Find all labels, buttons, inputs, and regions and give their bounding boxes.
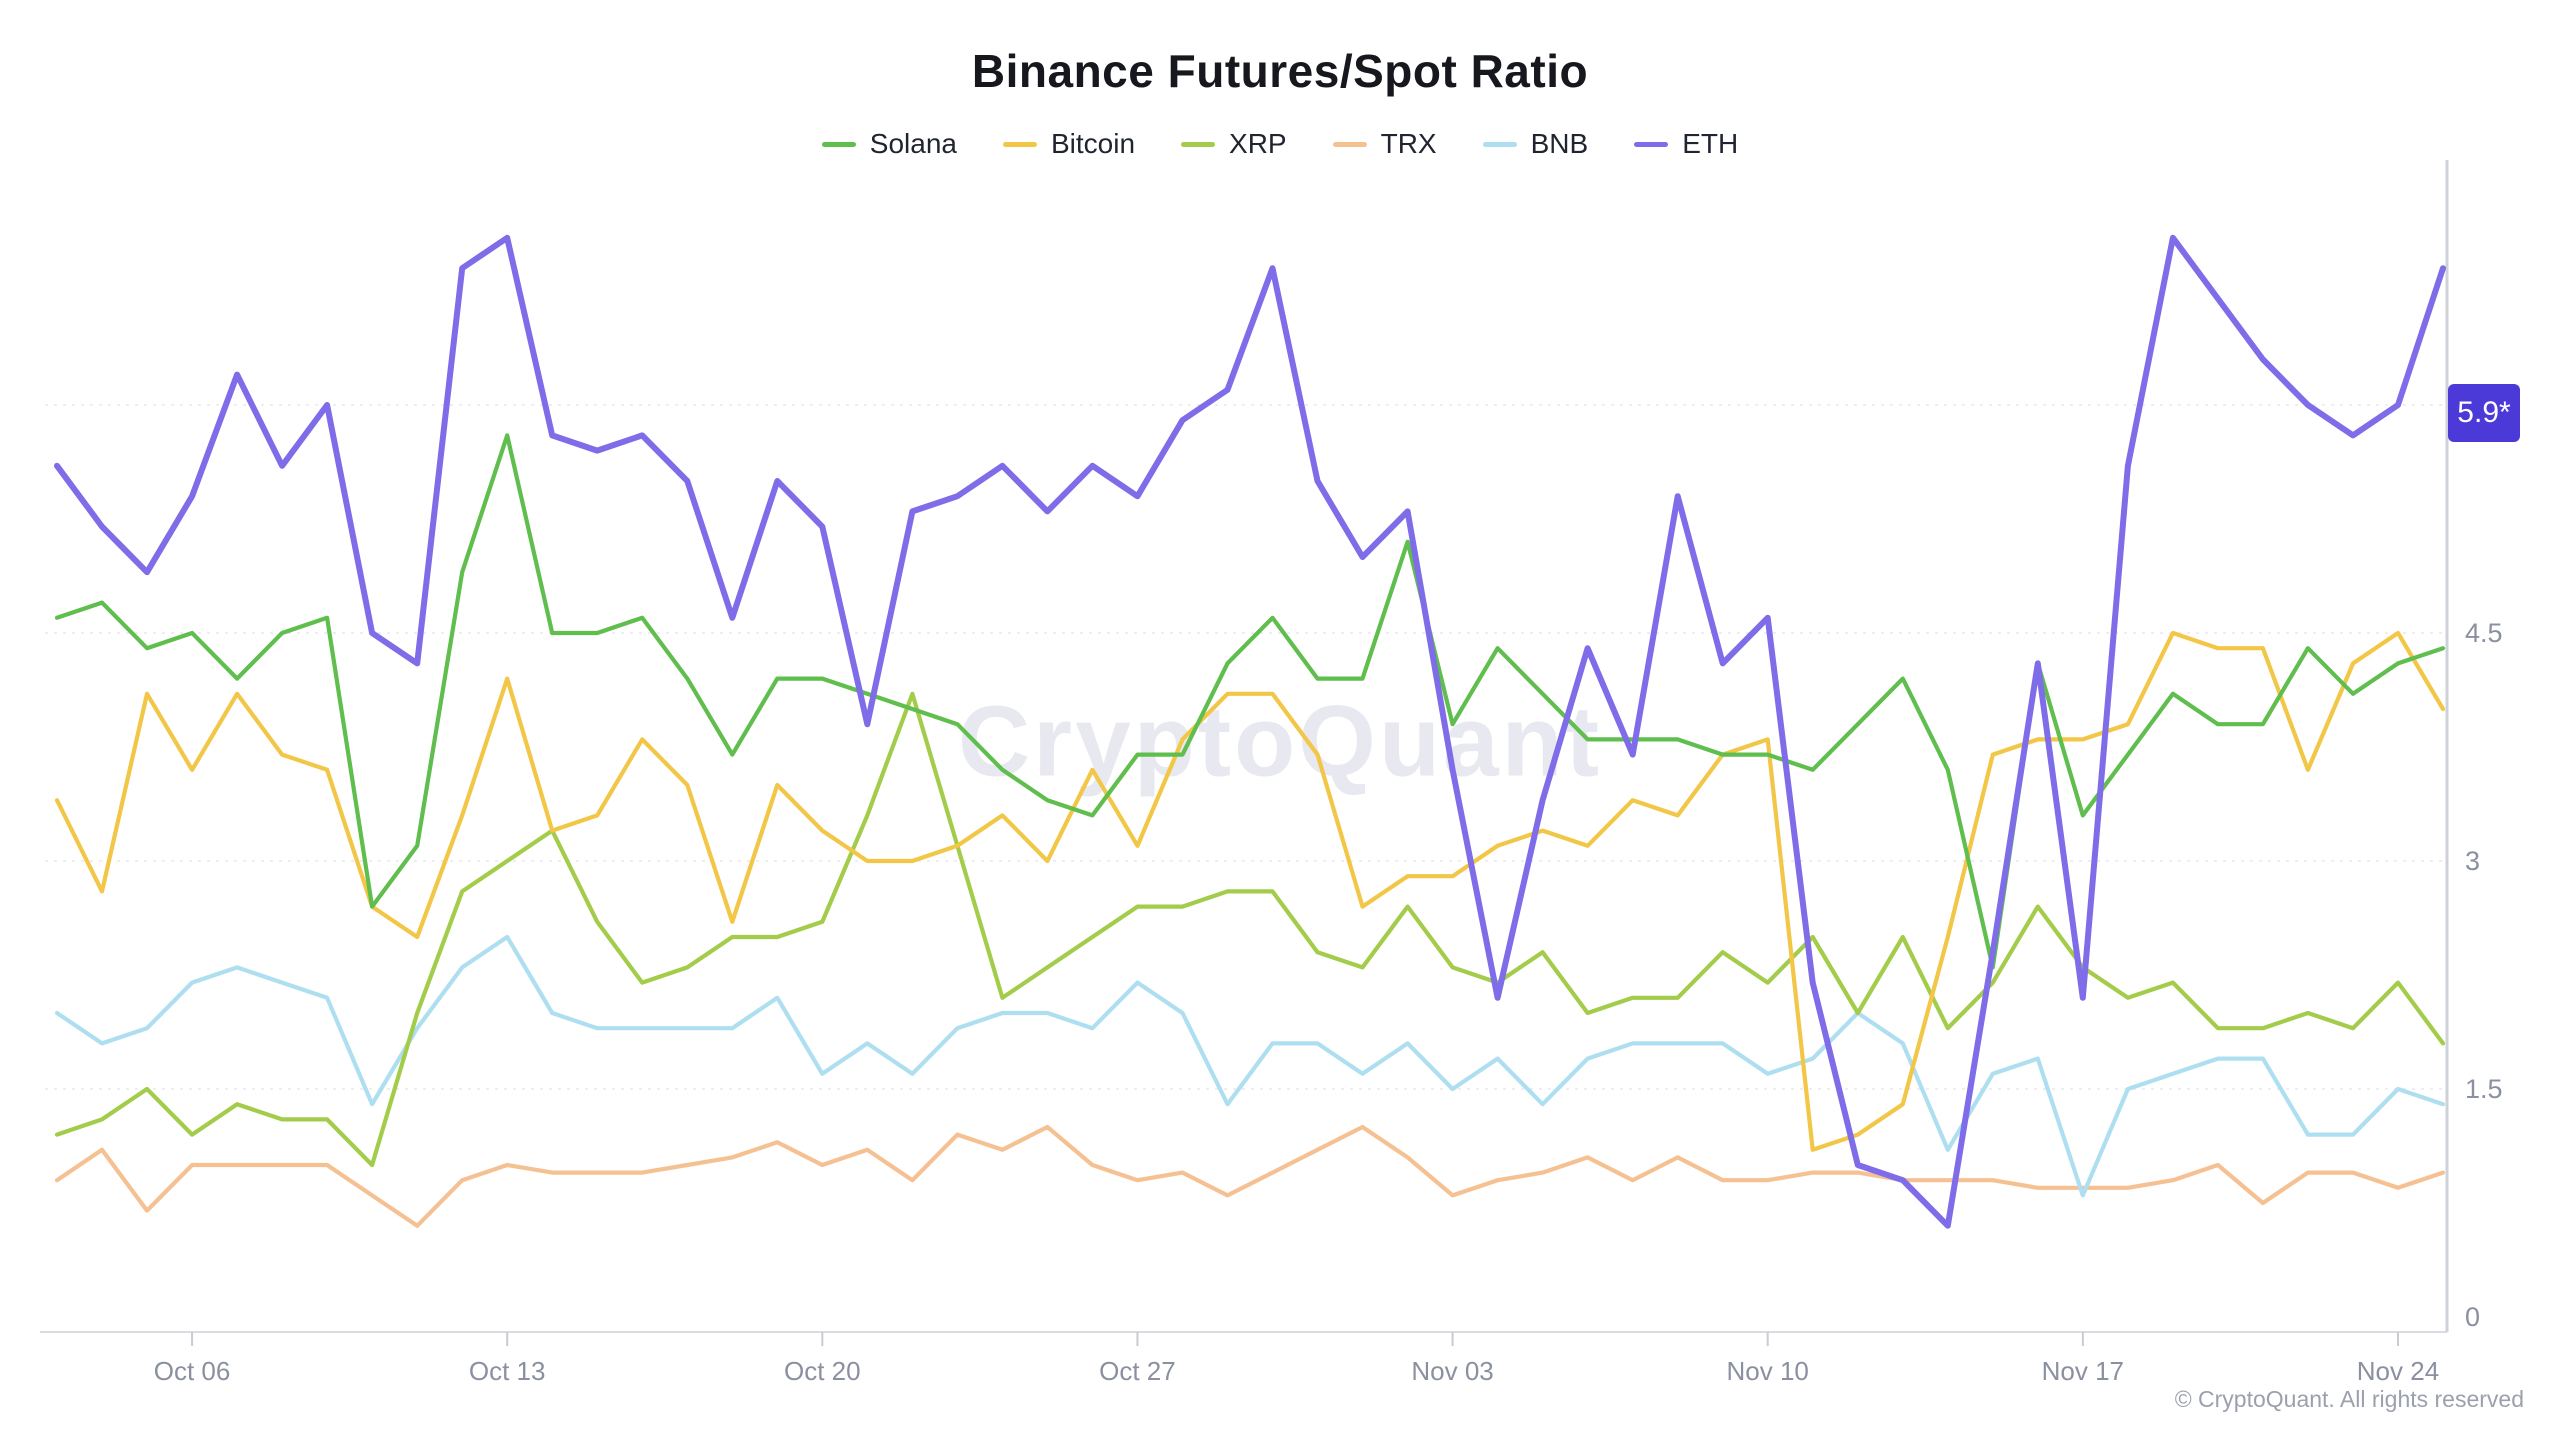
copyright-note: © CryptoQuant. All rights reserved <box>2174 1386 2524 1412</box>
series-line-trx[interactable] <box>54 1124 2446 1228</box>
legend-label: Bitcoin <box>1050 128 1136 159</box>
series-line-solana[interactable] <box>54 433 2446 970</box>
chart-title: Binance Futures/Spot Ratio <box>971 45 1589 97</box>
x-tick-label: Oct 13 <box>469 1356 546 1386</box>
y-tick-label: 3 <box>2465 846 2480 876</box>
legend-swatch-icon <box>1634 141 1669 147</box>
series-line-bnb[interactable] <box>54 934 2446 1198</box>
series-line-xrp[interactable] <box>54 691 2446 1168</box>
x-tick-label: Nov 03 <box>1411 1356 1493 1386</box>
legend-swatch-icon <box>1332 141 1367 147</box>
y-tick-label: 1.5 <box>2465 1074 2503 1104</box>
x-tick-label: Oct 27 <box>1099 1356 1176 1386</box>
legend-label: XRP <box>1229 128 1287 159</box>
legend-label: ETH <box>1682 128 1739 159</box>
legend-item-trx[interactable]: TRX <box>1332 128 1437 160</box>
legend-item-bnb[interactable]: BNB <box>1482 128 1589 160</box>
legend-swatch-icon <box>821 141 856 147</box>
y-tick-label: 0 <box>2465 1302 2480 1332</box>
legend-item-eth[interactable]: ETH <box>1634 128 1738 160</box>
legend-label: BNB <box>1530 128 1589 159</box>
legend-item-solana[interactable]: Solana <box>821 128 957 160</box>
legend-swatch-icon <box>1002 141 1037 147</box>
series-line-eth[interactable] <box>54 234 2446 1229</box>
legend: Solana Bitcoin XRP TRX BNB ETH <box>0 128 2560 160</box>
legend-swatch-icon <box>1181 141 1216 147</box>
legend-item-bitcoin[interactable]: Bitcoin <box>1002 128 1136 160</box>
x-tick-label: Nov 17 <box>2042 1356 2124 1386</box>
x-tick-label: Oct 06 <box>154 1356 231 1386</box>
x-tick-label: Nov 24 <box>2357 1356 2439 1386</box>
latest-value-badge: 5.9* <box>2448 383 2520 442</box>
x-tick-label: Oct 20 <box>784 1356 861 1386</box>
legend-item-xrp[interactable]: XRP <box>1181 128 1287 160</box>
legend-label: Solana <box>869 128 957 159</box>
y-tick-label: 4.5 <box>2465 618 2503 648</box>
legend-swatch-icon <box>1482 141 1517 147</box>
legend-label: TRX <box>1380 128 1437 159</box>
x-tick-label: Nov 10 <box>1727 1356 1809 1386</box>
